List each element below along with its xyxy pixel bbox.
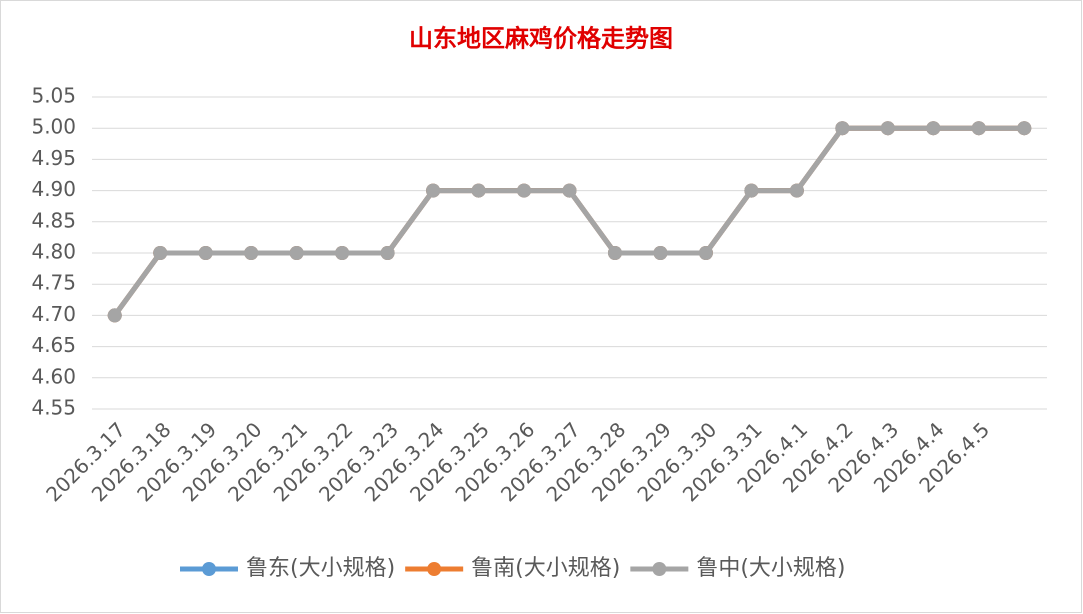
y-tick-label: 4.75 <box>31 271 76 295</box>
y-tick-label: 4.60 <box>31 364 76 388</box>
legend-marker <box>427 562 442 576</box>
data-point <box>153 246 168 260</box>
y-tick-label: 4.90 <box>31 177 76 201</box>
y-tick-label: 4.80 <box>31 240 76 264</box>
data-point <box>1017 121 1032 136</box>
y-tick-label: 4.70 <box>31 302 76 326</box>
data-point <box>698 246 713 260</box>
data-point <box>244 246 259 260</box>
data-point <box>107 308 122 323</box>
data-point <box>653 246 668 260</box>
legend-marker <box>202 562 216 576</box>
legend-marker <box>652 562 667 576</box>
data-point <box>835 121 850 136</box>
data-point <box>880 121 895 136</box>
y-tick-label: 4.95 <box>31 146 76 170</box>
data-point <box>380 246 395 260</box>
legend-label: 鲁东(大小规格) <box>246 556 395 581</box>
y-tick-label: 5.00 <box>31 115 76 139</box>
chart-title: 山东地区麻鸡价格走势图 <box>409 25 673 53</box>
data-point <box>289 246 304 260</box>
legend-label: 鲁中(大小规格) <box>696 556 845 581</box>
y-tick-label: 4.55 <box>31 396 76 420</box>
data-point <box>789 183 804 198</box>
y-tick-label: 5.05 <box>31 84 76 108</box>
data-point <box>335 246 350 260</box>
data-point <box>198 246 213 260</box>
data-point <box>607 246 622 260</box>
y-tick-label: 4.85 <box>31 208 76 232</box>
data-point <box>971 121 986 136</box>
y-tick-label: 4.65 <box>31 333 76 357</box>
data-point <box>517 183 532 198</box>
legend-label: 鲁南(大小规格) <box>471 556 620 581</box>
data-point <box>926 121 941 136</box>
data-point <box>744 183 759 198</box>
data-point <box>426 183 441 198</box>
data-point <box>562 183 577 198</box>
data-point <box>471 183 486 198</box>
